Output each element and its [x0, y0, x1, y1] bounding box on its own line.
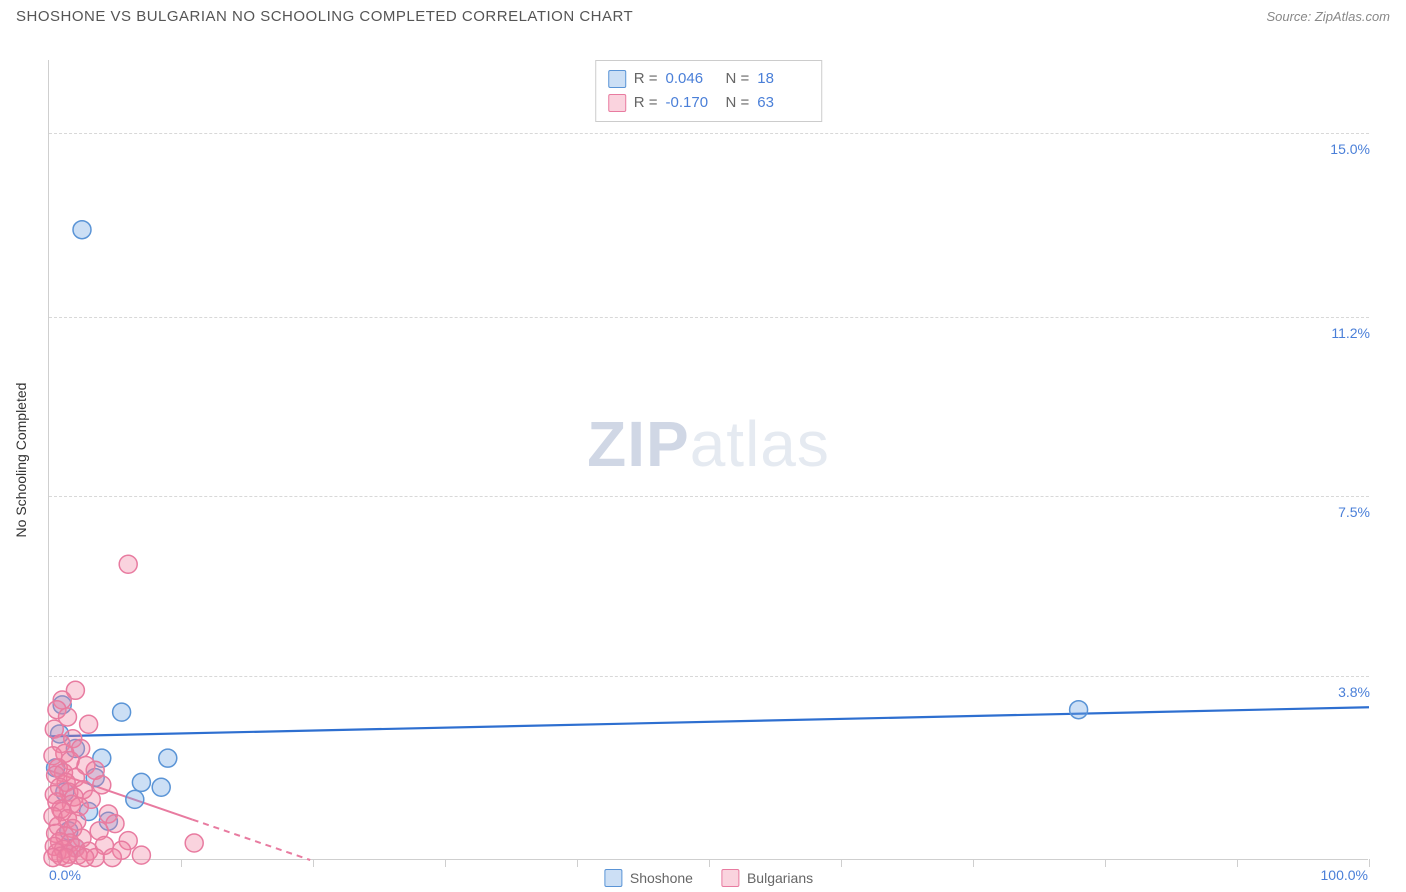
- swatch-pink-icon: [608, 94, 626, 112]
- legend-item-shoshone: Shoshone: [604, 869, 693, 887]
- trend-line: [49, 707, 1369, 736]
- stats-row-bulgarians: R = -0.170 N = 63: [608, 91, 810, 115]
- x-tick: [181, 859, 182, 867]
- x-axis-max-label: 100.0%: [1321, 867, 1368, 883]
- chart-container: ZIPatlas 3.8%7.5%11.2%15.0% 0.0% 100.0% …: [48, 60, 1388, 860]
- stats-box: R = 0.046 N = 18 R = -0.170 N = 63: [595, 60, 823, 122]
- x-tick: [841, 859, 842, 867]
- data-point: [113, 703, 131, 721]
- legend: Shoshone Bulgarians: [604, 869, 813, 887]
- data-point: [159, 749, 177, 767]
- data-point: [44, 849, 62, 867]
- data-point: [1070, 701, 1088, 719]
- x-tick: [709, 859, 710, 867]
- x-tick: [313, 859, 314, 867]
- data-point: [132, 846, 150, 864]
- data-point: [80, 715, 98, 733]
- x-tick: [577, 859, 578, 867]
- chart-svg: [49, 60, 1369, 860]
- chart-title: SHOSHONE VS BULGARIAN NO SCHOOLING COMPL…: [16, 8, 633, 25]
- trend-line: [193, 820, 311, 860]
- swatch-blue-icon: [604, 869, 622, 887]
- x-tick: [973, 859, 974, 867]
- swatch-pink-icon: [721, 869, 739, 887]
- plot-area: ZIPatlas 3.8%7.5%11.2%15.0% 0.0% 100.0% …: [48, 60, 1368, 860]
- data-point: [185, 834, 203, 852]
- legend-label: Shoshone: [630, 870, 693, 886]
- data-point: [76, 849, 94, 867]
- stats-row-shoshone: R = 0.046 N = 18: [608, 67, 810, 91]
- data-point: [119, 555, 137, 573]
- data-point: [126, 790, 144, 808]
- chart-header: SHOSHONE VS BULGARIAN NO SCHOOLING COMPL…: [0, 0, 1406, 35]
- x-tick: [445, 859, 446, 867]
- swatch-blue-icon: [608, 70, 626, 88]
- data-point: [132, 773, 150, 791]
- y-axis-title: No Schooling Completed: [13, 382, 29, 537]
- x-tick: [1237, 859, 1238, 867]
- x-axis-min-label: 0.0%: [49, 867, 81, 883]
- data-point: [73, 221, 91, 239]
- legend-label: Bulgarians: [747, 870, 813, 886]
- x-tick: [1105, 859, 1106, 867]
- data-point: [152, 778, 170, 796]
- chart-source: Source: ZipAtlas.com: [1266, 9, 1390, 24]
- data-point: [103, 849, 121, 867]
- legend-item-bulgarians: Bulgarians: [721, 869, 813, 887]
- x-tick: [1369, 859, 1370, 867]
